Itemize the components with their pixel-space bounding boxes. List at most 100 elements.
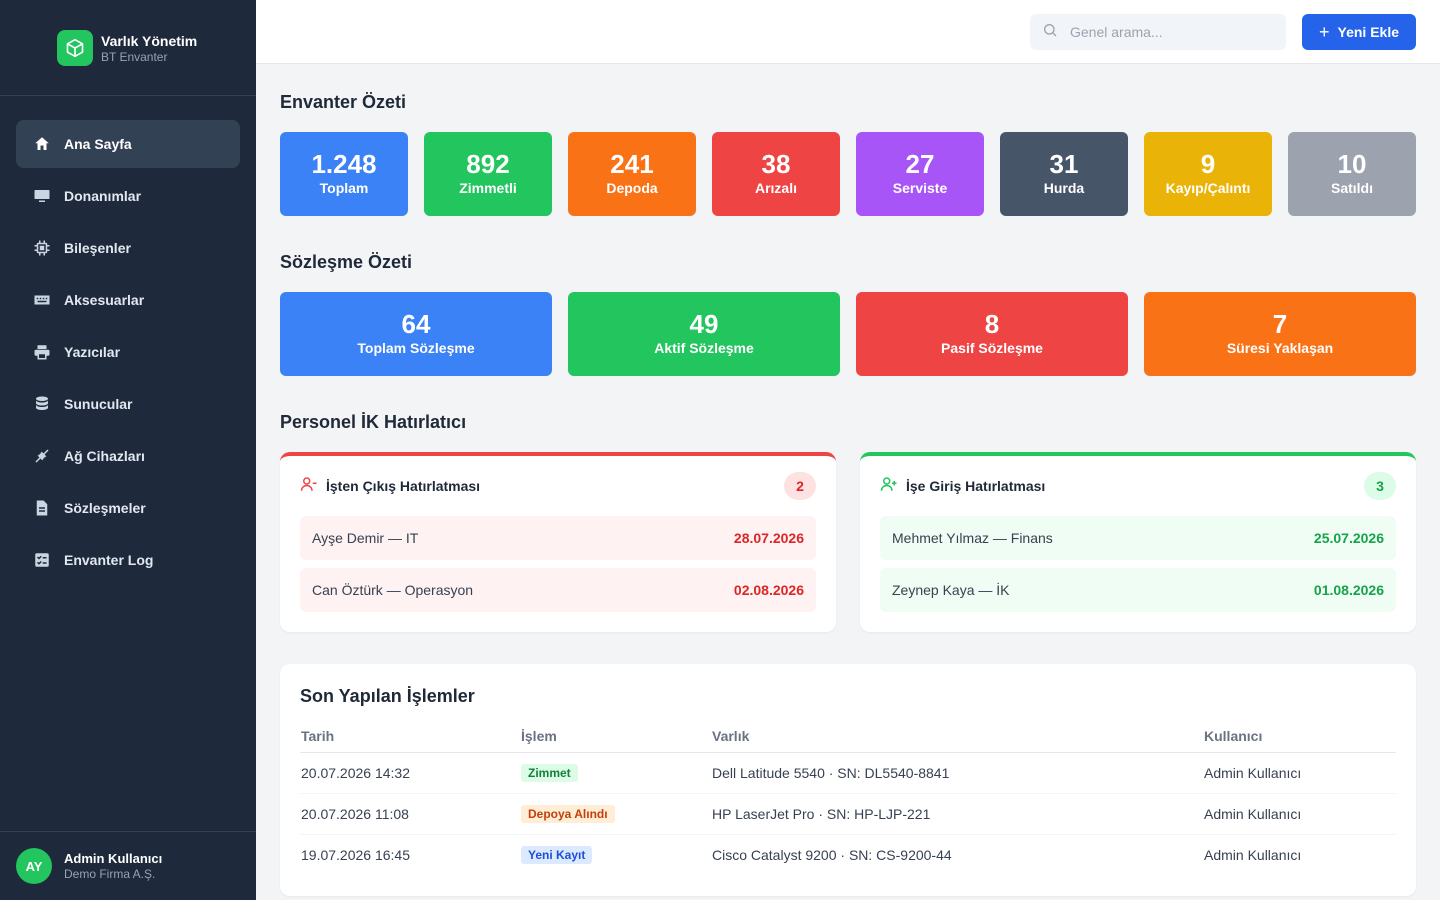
- action-badge: Depoya Alındı: [521, 804, 615, 823]
- table-row[interactable]: 19.07.2026 16:45 Yeni Kayıt Cisco Cataly…: [300, 834, 1396, 875]
- stat-label: Pasif Sözleşme: [941, 340, 1043, 356]
- sidebar-item-yazicilar[interactable]: Yazıcılar: [16, 328, 240, 376]
- stat-label: Zimmetli: [459, 180, 517, 196]
- stat-value: 7: [1272, 309, 1288, 339]
- stat-value: 1.248: [311, 149, 377, 179]
- database-icon: [32, 394, 52, 414]
- sidebar-item-ana-sayfa[interactable]: Ana Sayfa: [16, 120, 240, 168]
- list-item[interactable]: Zeynep Kaya — İK 01.08.2026: [880, 568, 1396, 612]
- stat-label: Arızalı: [754, 180, 797, 196]
- sidebar-item-bilesenler[interactable]: Bileşenler: [16, 224, 240, 272]
- column-header-user: Kullanıcı: [1203, 720, 1396, 753]
- stat-value: 49: [689, 309, 719, 339]
- sidebar-nav: Ana Sayfa Donanımlar Bileşenler Aksesuar…: [0, 96, 256, 584]
- brand[interactable]: Varlık Yönetim BT Envanter: [0, 0, 256, 96]
- sidebar-item-label: Ana Sayfa: [64, 136, 132, 152]
- stat-value: 241: [610, 149, 654, 179]
- sidebar-item-aksesuarlar[interactable]: Aksesuarlar: [16, 276, 240, 324]
- exit-reminder-title: İşten Çıkış Hatırlatması: [326, 478, 481, 494]
- avatar: AY: [16, 848, 52, 884]
- column-header-action: İşlem: [520, 720, 711, 753]
- cell-asset: Cisco Catalyst 9200 · SN: CS-9200-44: [712, 846, 952, 863]
- plus-icon: +: [1319, 22, 1330, 42]
- stat-label: Aktif Sözleşme: [654, 340, 754, 356]
- inventory-title: Envanter Özeti: [280, 92, 407, 112]
- search-box: [1030, 14, 1286, 50]
- sidebar: Varlık Yönetim BT Envanter Ana Sayfa Don…: [0, 0, 256, 900]
- checklist-icon: [32, 550, 52, 570]
- printer-icon: [32, 342, 52, 362]
- search-icon: [1042, 22, 1058, 43]
- stat-label: Kayıp/Çalıntı: [1165, 180, 1251, 196]
- stat-value: 38: [761, 149, 791, 179]
- document-icon: [32, 498, 52, 518]
- stat-card-zimmetli[interactable]: 892 Zimmetli: [424, 132, 552, 216]
- stat-card-aktif-sozlesme[interactable]: 49 Aktif Sözleşme: [568, 292, 840, 376]
- hr-reminders: İşten Çıkış Hatırlatması 2 Ayşe Demir — …: [280, 452, 1416, 632]
- reminder-date: 02.08.2026: [733, 582, 804, 598]
- cell-date: 19.07.2026 16:45: [301, 846, 410, 863]
- stat-card-hurda[interactable]: 31 Hurda: [1000, 132, 1128, 216]
- topbar: + Yeni Ekle: [256, 0, 1440, 64]
- stat-value: 8: [984, 309, 1000, 339]
- stat-card-depoda[interactable]: 241 Depoda: [568, 132, 696, 216]
- stat-card-kayip[interactable]: 9 Kayıp/Çalıntı: [1144, 132, 1272, 216]
- search-input[interactable]: [1070, 24, 1270, 40]
- action-badge: Yeni Kayıt: [521, 845, 593, 864]
- sidebar-item-label: Yazıcılar: [64, 344, 121, 360]
- sidebar-item-label: Aksesuarlar: [64, 292, 145, 308]
- entry-count-badge: 3: [1364, 472, 1396, 500]
- sidebar-item-label: Ağ Cihazları: [64, 448, 145, 464]
- stat-card-toplam-sozlesme[interactable]: 64 Toplam Sözleşme: [280, 292, 552, 376]
- list-item[interactable]: Ayşe Demir — IT 28.07.2026: [300, 516, 816, 560]
- stat-card-suresi-yaklasan[interactable]: 7 Süresi Yaklaşan: [1144, 292, 1416, 376]
- network-icon: [32, 446, 52, 466]
- recent-actions-card: Son Yapılan İşlemler Tarih İşlem Varlık …: [280, 664, 1416, 896]
- exit-count-badge: 2: [784, 472, 816, 500]
- stat-label: Depoda: [606, 180, 658, 196]
- sidebar-item-sozlesmeler[interactable]: Sözleşmeler: [16, 484, 240, 532]
- entry-reminder-card: İşe Giriş Hatırlatması 3 Mehmet Yılmaz —…: [860, 452, 1416, 632]
- user-profile[interactable]: AY Admin Kullanıcı Demo Firma A.Ş.: [0, 831, 256, 900]
- list-item[interactable]: Can Öztürk — Operasyon 02.08.2026: [300, 568, 816, 612]
- stat-card-pasif-sozlesme[interactable]: 8 Pasif Sözleşme: [856, 292, 1128, 376]
- sidebar-item-ag-cihazlari[interactable]: Ağ Cihazları: [16, 432, 240, 480]
- cell-user: Admin Kullanıcı: [1204, 846, 1302, 863]
- exit-reminder-card: İşten Çıkış Hatırlatması 2 Ayşe Demir — …: [280, 452, 836, 632]
- add-new-label: Yeni Ekle: [1337, 24, 1399, 40]
- sidebar-item-donanimlar[interactable]: Donanımlar: [16, 172, 240, 220]
- stat-value: 892: [466, 149, 510, 179]
- user-minus-icon: [300, 475, 318, 498]
- sidebar-item-label: Sözleşmeler: [64, 500, 146, 516]
- brand-title: Varlık Yönetim: [101, 32, 198, 49]
- sidebar-item-label: Bileşenler: [64, 240, 131, 256]
- stat-label: Serviste: [892, 180, 948, 196]
- stat-value: 27: [905, 149, 935, 179]
- table-row[interactable]: 20.07.2026 11:08 Depoya Alındı HP LaserJ…: [300, 793, 1396, 835]
- entry-reminder-title: İşe Giriş Hatırlatması: [906, 478, 1046, 494]
- contracts-title: Sözleşme Özeti: [280, 252, 413, 272]
- sidebar-item-label: Envanter Log: [64, 552, 154, 568]
- table-row[interactable]: 20.07.2026 14:32 Zimmet Dell Latitude 55…: [300, 752, 1396, 794]
- cell-asset: HP LaserJet Pro · SN: HP-LJP-221: [711, 793, 1203, 835]
- reminder-date: 25.07.2026: [1313, 530, 1384, 546]
- stat-card-arizali[interactable]: 38 Arızalı: [712, 132, 840, 216]
- stat-value: 10: [1337, 149, 1367, 179]
- cell-user: Admin Kullanıcı: [1203, 752, 1396, 794]
- sidebar-item-sunucular[interactable]: Sunucular: [16, 380, 240, 428]
- stat-label: Satıldı: [1330, 180, 1373, 196]
- stat-label: Hurda: [1043, 180, 1085, 196]
- stat-card-serviste[interactable]: 27 Serviste: [856, 132, 984, 216]
- stat-card-satildi[interactable]: 10 Satıldı: [1288, 132, 1416, 216]
- list-item[interactable]: Mehmet Yılmaz — Finans 25.07.2026: [880, 516, 1396, 560]
- sidebar-item-envanter-log[interactable]: Envanter Log: [16, 536, 240, 584]
- stat-label: Süresi Yaklaşan: [1226, 340, 1334, 356]
- cell-user: Admin Kullanıcı: [1203, 793, 1396, 835]
- stat-card-toplam[interactable]: 1.248 Toplam: [280, 132, 408, 216]
- user-name: Admin Kullanıcı: [64, 851, 163, 866]
- stat-label: Toplam: [319, 180, 369, 196]
- monitor-icon: [32, 186, 52, 206]
- person-name: Zeynep Kaya — İK: [892, 582, 1010, 598]
- recent-actions-title: Son Yapılan İşlemler: [300, 686, 475, 706]
- add-new-button[interactable]: + Yeni Ekle: [1302, 14, 1416, 50]
